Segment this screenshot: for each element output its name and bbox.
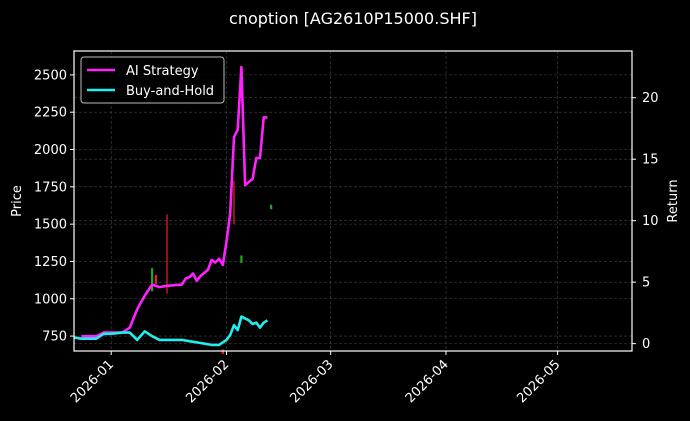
y2-tick-label: 5 [642,276,650,291]
y-tick-label: 1750 [34,180,67,195]
chart-title: cnoption [AG2610P15000.SHF] [229,9,477,28]
y-tick-label: 750 [42,330,67,345]
legend: AI Strategy Buy-and-Hold [80,56,225,104]
y-tick-label: 2500 [34,68,67,83]
y2-tick-label: 10 [642,214,659,229]
y-axis-left: 750 1000 1250 1500 1750 2000 2250 2500 [34,68,74,345]
y-tick-label: 2250 [34,106,67,121]
legend-label-ai-strategy: AI Strategy [126,64,199,79]
series-lines [73,65,269,347]
buy-and-hold-line [73,315,269,347]
y2-tick-label: 15 [642,153,659,168]
y-axis-label: Price [10,185,25,217]
ai-strategy-line [81,65,268,338]
y2-axis-label: Return [666,179,681,222]
y-axis-right: 0 5 10 15 20 [632,91,659,352]
candlesticks [151,180,273,354]
legend-label-buy-and-hold: Buy-and-Hold [126,84,214,99]
plot-frame [73,50,633,352]
y-tick-label: 2000 [34,143,67,158]
y-tick-label: 1500 [34,218,67,233]
y2-tick-label: 20 [642,91,659,106]
y-tick-label: 1250 [34,255,67,270]
y2-tick-label: 0 [642,337,650,352]
y-tick-label: 1000 [34,292,67,307]
